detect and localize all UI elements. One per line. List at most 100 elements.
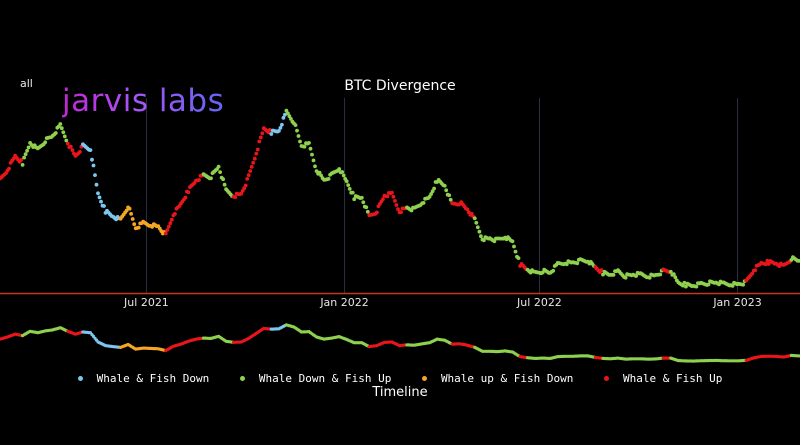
data-point — [64, 138, 69, 143]
legend: Whale & Fish Down Whale Down & Fish Up W… — [0, 372, 800, 385]
data-point — [93, 173, 97, 178]
data-point — [26, 145, 31, 150]
data-point — [694, 284, 699, 289]
x-tick-labels: Jul 2021 Jan 2022 Jul 2022 Jan 2023 — [123, 296, 762, 309]
data-point — [23, 152, 28, 157]
data-point — [296, 134, 301, 138]
range-selector-all[interactable]: all — [20, 77, 33, 90]
data-point — [359, 195, 364, 200]
data-point — [475, 225, 480, 230]
x-tick-label: Jan 2023 — [712, 296, 761, 309]
data-point — [91, 163, 96, 168]
legend-item-whale-fish-down[interactable]: Whale & Fish Down — [77, 372, 209, 385]
data-point — [516, 256, 521, 260]
data-point — [124, 208, 129, 213]
data-point — [243, 183, 248, 188]
data-point — [313, 164, 317, 169]
data-point — [281, 116, 286, 120]
data-point — [647, 275, 652, 280]
data-point — [61, 130, 66, 135]
data-point — [59, 126, 64, 131]
legend-item-whale-up-fish-down[interactable]: Whale up & Fish Down — [421, 372, 574, 385]
legend-label: Whale & Fish Up — [623, 372, 723, 385]
data-point — [469, 211, 474, 216]
legend-marker — [77, 375, 83, 381]
data-point — [765, 258, 770, 263]
data-point — [512, 244, 516, 249]
data-point — [132, 222, 137, 227]
data-point — [741, 282, 745, 287]
data-point — [448, 197, 453, 202]
data-point — [286, 111, 290, 116]
data-point — [289, 117, 293, 121]
data-point — [673, 275, 678, 280]
data-point — [671, 272, 676, 277]
data-point — [130, 217, 135, 221]
data-point — [218, 170, 223, 175]
data-point — [750, 271, 755, 276]
data-point — [88, 148, 93, 153]
main-plot-points — [0, 108, 800, 289]
data-point — [482, 238, 486, 243]
data-point — [472, 216, 477, 221]
data-point — [277, 129, 281, 133]
data-point — [248, 169, 253, 173]
jarvis-labs-logo: jarvis labs — [62, 83, 225, 119]
data-point — [623, 275, 628, 280]
data-point — [326, 177, 331, 181]
data-point — [308, 146, 313, 151]
data-point — [432, 186, 436, 191]
data-point — [7, 166, 11, 171]
data-point — [166, 224, 171, 229]
data-point — [409, 208, 414, 213]
data-point — [78, 150, 82, 154]
data-point — [25, 148, 29, 153]
data-point — [222, 182, 227, 187]
data-point — [601, 272, 605, 277]
data-point — [681, 283, 685, 288]
data-point — [280, 122, 284, 127]
data-point — [20, 163, 25, 167]
legend-item-whale-down-fish-up[interactable]: Whale Down & Fish Up — [239, 372, 391, 385]
data-point — [393, 199, 397, 203]
legend-item-whale-fish-up[interactable]: Whale & Fish Up — [604, 372, 722, 385]
data-point — [186, 190, 191, 195]
data-point — [658, 272, 663, 277]
data-point — [252, 156, 257, 161]
data-point — [127, 206, 132, 211]
legend-label: Whale up & Fish Down — [440, 372, 574, 385]
data-point — [11, 156, 16, 161]
data-point — [396, 207, 400, 212]
data-point — [233, 195, 238, 200]
data-point — [53, 131, 58, 135]
data-point — [706, 282, 711, 287]
data-point — [163, 231, 168, 236]
grid-lines — [145, 98, 739, 293]
data-point — [430, 189, 435, 194]
data-point — [447, 193, 452, 198]
data-point — [255, 147, 260, 152]
data-point — [682, 280, 687, 285]
data-point — [260, 131, 265, 136]
data-point — [173, 212, 177, 216]
data-point — [513, 249, 518, 254]
data-point — [298, 139, 302, 144]
data-point — [169, 217, 174, 222]
navigator-point — [797, 354, 800, 358]
data-point — [346, 183, 351, 188]
data-point — [251, 160, 256, 165]
legend-marker — [239, 375, 245, 381]
navigator-points[interactable] — [0, 323, 800, 363]
data-point — [350, 190, 355, 195]
data-point — [477, 229, 482, 234]
data-point — [216, 164, 221, 169]
data-point — [364, 205, 369, 210]
data-point — [239, 191, 244, 196]
data-point — [43, 140, 48, 145]
x-tick-label: Jul 2022 — [516, 296, 562, 309]
data-point — [766, 262, 771, 266]
chart-title: BTC Divergence — [344, 78, 456, 94]
data-point — [249, 165, 254, 169]
data-point — [22, 155, 26, 160]
